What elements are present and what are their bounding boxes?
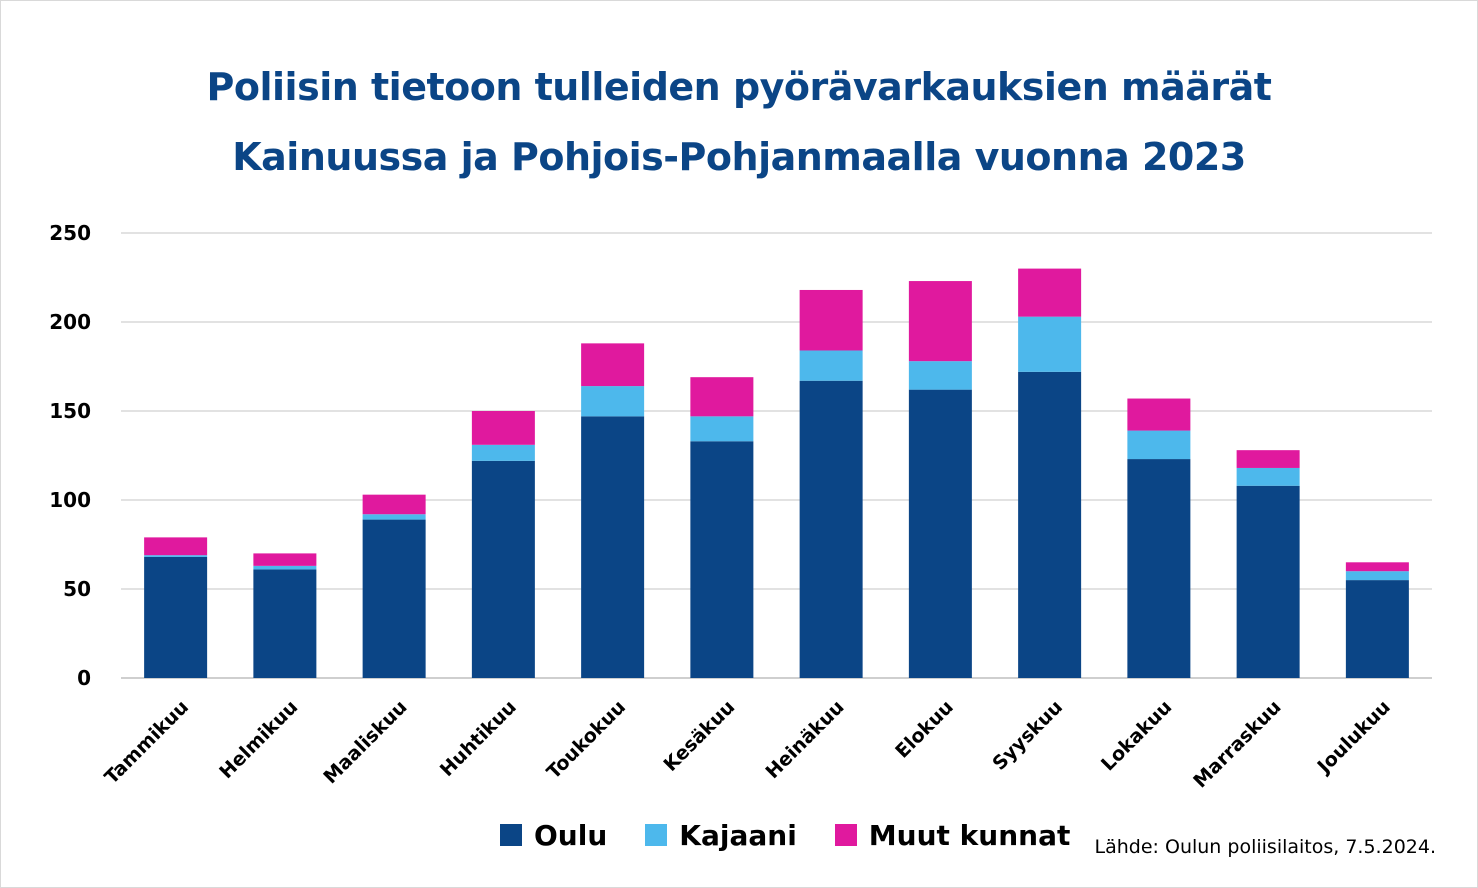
title-line-1: Poliisin tietoon tulleiden pyörävarkauks… bbox=[206, 65, 1272, 109]
source-note: Lähde: Oulun poliisilaitos, 7.5.2024. bbox=[1094, 836, 1436, 858]
legend: Oulu Kajaani Muut kunnat bbox=[500, 815, 1070, 855]
bar-kajaani-4 bbox=[471, 444, 535, 461]
bar-oulu-6 bbox=[690, 441, 754, 678]
bar-muut-kunnat-6 bbox=[690, 377, 754, 417]
bar-kajaani-3 bbox=[362, 514, 426, 520]
bar-muut-kunnat-8 bbox=[908, 281, 972, 362]
legend-swatch-kajaani bbox=[645, 824, 668, 846]
x-tick-label: Tammikuu bbox=[100, 696, 193, 789]
x-tick-label: Toukokuu bbox=[543, 696, 631, 784]
bar-muut-kunnat-4 bbox=[471, 411, 535, 445]
bar-muut-kunnat-3 bbox=[362, 494, 426, 515]
bar-oulu-7 bbox=[799, 380, 863, 678]
x-tick-label: Maaliskuu bbox=[319, 696, 411, 788]
y-axis-ticks: 0 50 100 150 200 250 bbox=[49, 221, 91, 690]
bar-muut-kunnat-7 bbox=[799, 289, 863, 351]
y-tick-label: 50 bbox=[63, 577, 91, 601]
x-tick-label: Syyskuu bbox=[988, 696, 1067, 775]
title-line-2: Kainuussa ja Pohjois-Pohjanmaalla vuonna… bbox=[232, 135, 1246, 179]
legend-item-kajaani: Kajaani bbox=[645, 819, 797, 852]
bar-oulu-2 bbox=[253, 569, 317, 678]
bar-kajaani-1 bbox=[144, 555, 208, 557]
x-tick-label: Helmikuu bbox=[215, 696, 302, 783]
bar-muut-kunnat-2 bbox=[253, 553, 317, 566]
x-axis-labels: Tammikuu Helmikuu Maaliskuu Huhtikuu Toukoku… bbox=[100, 696, 1394, 792]
bar-oulu-11 bbox=[1236, 485, 1300, 678]
y-tick-label: 150 bbox=[49, 399, 91, 423]
bar-muut-kunnat-5 bbox=[581, 343, 645, 387]
x-tick-label: Elokuu bbox=[891, 696, 958, 763]
bar-muut-kunnat-10 bbox=[1127, 398, 1191, 431]
gridlines bbox=[121, 232, 1432, 679]
x-tick-label: Lokakuu bbox=[1097, 696, 1176, 775]
bar-muut-kunnat-11 bbox=[1236, 450, 1300, 468]
legend-label-kajaani: Kajaani bbox=[679, 818, 797, 852]
bar-kajaani-5 bbox=[581, 386, 645, 417]
x-tick-label: Marraskuu bbox=[1189, 696, 1285, 792]
bar-oulu-10 bbox=[1127, 459, 1191, 678]
x-tick-label: Huhtikuu bbox=[436, 696, 521, 781]
y-tick-label: 0 bbox=[77, 666, 91, 690]
bar-oulu-8 bbox=[908, 389, 972, 678]
bar-kajaani-11 bbox=[1236, 467, 1300, 486]
y-tick-label: 200 bbox=[49, 310, 91, 334]
bar-kajaani-6 bbox=[690, 416, 754, 442]
bar-kajaani-12 bbox=[1345, 571, 1409, 581]
x-tick-label: Joulukuu bbox=[1312, 696, 1395, 779]
chart-title: Poliisin tietoon tulleiden pyörävarkauks… bbox=[0, 52, 1478, 192]
bar-kajaani-10 bbox=[1127, 430, 1191, 460]
bar-muut-kunnat-9 bbox=[1018, 268, 1082, 317]
bar-muut-kunnat-12 bbox=[1345, 562, 1409, 572]
bar-oulu-1 bbox=[144, 556, 208, 678]
bar-kajaani-7 bbox=[799, 350, 863, 381]
legend-item-muut-kunnat: Muut kunnat bbox=[834, 818, 1071, 852]
bar-kajaani-9 bbox=[1018, 316, 1082, 372]
legend-label-muut-kunnat: Muut kunnat bbox=[868, 818, 1071, 852]
legend-item-oulu: Oulu bbox=[500, 819, 607, 852]
bar-oulu-5 bbox=[581, 416, 645, 678]
x-tick-label: Kesäkuu bbox=[659, 696, 739, 776]
y-tick-label: 100 bbox=[49, 488, 91, 512]
legend-label-oulu: Oulu bbox=[534, 818, 608, 852]
bar-oulu-3 bbox=[362, 519, 426, 678]
bar-kajaani-8 bbox=[908, 361, 972, 390]
bar-oulu-12 bbox=[1345, 580, 1409, 678]
bar-oulu-9 bbox=[1018, 371, 1082, 678]
x-tick-label: Heinäkuu bbox=[761, 696, 848, 783]
legend-swatch-muut-kunnat bbox=[834, 824, 857, 846]
bar-oulu-4 bbox=[471, 460, 535, 678]
bars bbox=[144, 268, 1409, 678]
bar-muut-kunnat-1 bbox=[144, 537, 208, 556]
legend-swatch-oulu bbox=[500, 824, 522, 846]
y-tick-label: 250 bbox=[49, 221, 91, 245]
bar-kajaani-2 bbox=[253, 565, 317, 570]
